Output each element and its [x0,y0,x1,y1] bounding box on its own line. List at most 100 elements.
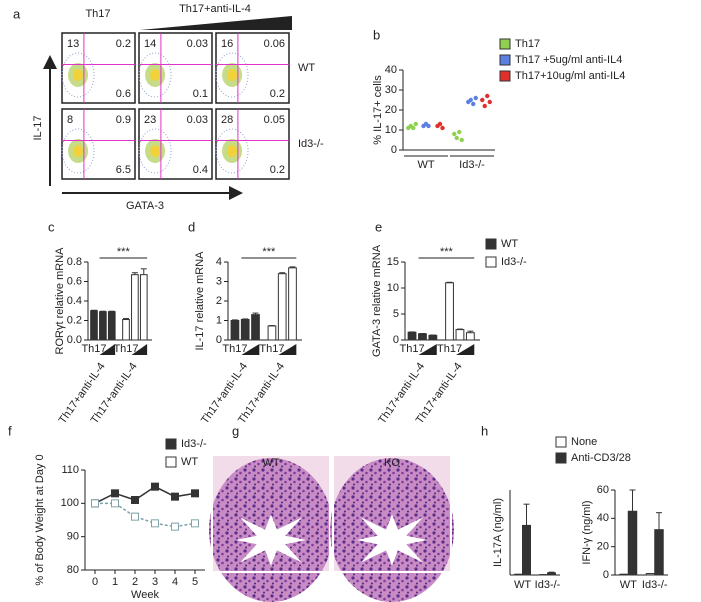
point [487,99,492,105]
y-axis-label: IL-17A (ng/ml) [492,498,504,567]
legend-label: Th17+10ug/ml anti-IL4 [515,70,625,82]
y-tick-label: 40 [597,512,609,524]
point [485,93,490,99]
marker [191,519,199,528]
y-tick-label: 0.8 [67,256,82,268]
point [457,129,462,135]
y-tick-label: 0 [391,144,397,156]
point [452,131,457,137]
point [459,137,464,143]
point [468,97,473,103]
y-tick-label: 0 [393,334,399,346]
y-tick-label: 1 [216,314,222,326]
x-tick-label: 0 [92,576,98,588]
legend-swatch [555,452,567,464]
legend-swatch [485,256,497,268]
quadrant-value: 0.2 [116,38,131,50]
y-tick-label: 60 [597,484,609,496]
legend-label: WT [181,456,198,468]
legend-label: Id3-/- [501,256,527,268]
x-tick-label: Th17 [81,343,106,355]
quadrant-value: 0.2 [270,164,285,176]
y-axis-label: IL-17 [32,115,44,140]
bar [230,320,240,341]
image-title: KO [384,457,400,469]
y-tick-label: 0.6 [67,275,82,287]
column-title: Th17 [85,8,110,20]
density [138,128,172,174]
point [413,121,418,127]
panel-label: c [48,219,55,234]
density [73,69,84,81]
bar [288,267,297,341]
panel-label: a [13,6,21,21]
line [95,502,196,528]
marker [111,499,119,508]
y-tick-label: 80 [67,564,79,576]
x-tick-label: Th17 [399,343,424,355]
quadrant-value: 8 [67,114,73,126]
lumen [356,514,428,566]
panel-label: d [188,219,195,234]
bar [277,273,287,341]
bar [627,510,638,576]
quadrant-value: 16 [221,38,233,50]
y-tick-label: 5 [393,308,399,320]
bar [122,319,130,341]
quadrant-value: 0.06 [264,38,285,50]
y-tick-label: 10 [385,124,397,136]
y-tick-label: 15 [387,256,399,268]
bar [654,529,664,576]
bar [240,319,250,341]
y-tick-label: 40 [385,64,397,76]
image-title: WT [262,457,279,469]
wedge [241,344,260,355]
bar [407,331,417,341]
x-tick-label: Id3-/- [535,579,561,591]
x-tick-label: WT [417,159,434,171]
legend-label: WT [501,238,518,250]
bar [107,311,116,341]
density [227,69,238,81]
bar [455,329,465,341]
quadrant-value: 0.03 [187,38,208,50]
legend-label: Th17 [515,38,540,50]
legend-swatch [555,436,567,448]
bar [251,314,260,341]
density [138,52,172,98]
density [61,128,95,174]
marker [171,492,179,501]
y-axis-label: GATA-3 relative mRNA [371,244,383,357]
point [473,95,478,101]
x-tick-label: WT [514,579,531,591]
wedge [99,344,116,355]
y-tick-label: 100 [61,497,79,509]
point [426,123,431,129]
bar [522,524,531,576]
wedge [456,344,475,355]
density [73,145,84,157]
legend-swatch [499,54,511,66]
y-axis-label: % of Body Weight at Day 0 [34,454,46,585]
quadrant-value: 14 [144,38,156,50]
legend-label: Th17 +5ug/ml anti-IL4 [515,54,622,66]
bar [428,334,438,341]
x-tick-label: Th17 [222,343,247,355]
bar [267,325,277,341]
bar [131,274,139,341]
y-tick-label: 0 [216,334,222,346]
bar [139,274,148,341]
y-tick-label: 30 [385,84,397,96]
x-tick-label: Id3-/- [459,159,485,171]
density [215,128,249,174]
row-label: WT [298,62,315,74]
bar [90,310,98,341]
density [150,145,161,157]
point [480,97,485,103]
panel-label: e [375,219,382,234]
panel-label: b [373,27,380,42]
significance-label: *** [440,246,454,258]
x-tick-label: 5 [192,576,198,588]
x-tick-label: 2 [132,576,138,588]
y-tick-label: 4 [216,256,222,268]
